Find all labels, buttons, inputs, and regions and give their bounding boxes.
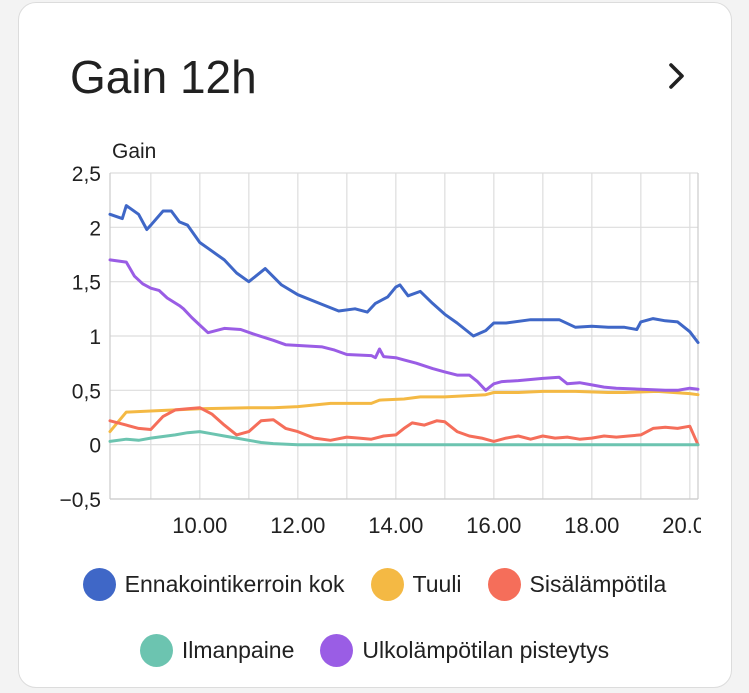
legend-color-dot: [82, 568, 116, 601]
x-tick-label: 14.00: [368, 513, 423, 538]
series-line: [108, 204, 700, 344]
series-line: [108, 430, 700, 447]
y-axis: −0,5 0 0,5 1 1,5 2 2,5: [60, 163, 101, 512]
series-line: [108, 389, 700, 434]
chart-grid: [109, 172, 699, 500]
legend-label: Sisälämpötila: [529, 571, 667, 597]
x-tick-label: 16.00: [466, 513, 521, 538]
y-axis-label: Gain: [112, 140, 156, 163]
y-tick-label: −0,5: [60, 489, 101, 512]
legend-color-dot: [139, 634, 173, 667]
card-title: Gain 12h: [70, 51, 257, 103]
y-tick-label: 1,5: [72, 272, 101, 295]
legend-label: Ilmanpaine: [181, 637, 295, 663]
chevron-right-icon[interactable]: [660, 58, 696, 94]
legend-item[interactable]: Sisälämpötila: [487, 568, 667, 601]
legend-item[interactable]: Ulkolämpötilan pisteytys: [320, 634, 609, 667]
legend-label: Tuuli: [412, 571, 462, 597]
x-tick-label: 20.00: [662, 513, 717, 538]
y-tick-label: 0,5: [72, 380, 101, 403]
chart-series: [108, 204, 700, 447]
legend-item[interactable]: Tuuli: [370, 568, 462, 601]
series-line: [108, 258, 700, 392]
legend-item[interactable]: Ennakointikerroin kok: [82, 568, 345, 601]
y-tick-label: 2,5: [72, 163, 101, 186]
legend-label: Ulkolämpötilan pisteytys: [362, 637, 610, 663]
legend-item[interactable]: Ilmanpaine: [139, 634, 295, 667]
y-tick-label: 1: [89, 326, 101, 349]
y-tick-label: 2: [89, 217, 101, 240]
legend-row-1: Ennakointikerroin kok Tuuli Sisälämpötila: [0, 568, 749, 601]
legend-color-dot: [370, 568, 404, 601]
x-tick-label: 18.00: [564, 513, 619, 538]
legend-label: Ennakointikerroin kok: [124, 571, 345, 597]
legend-row-2: Ilmanpaine Ulkolämpötilan pisteytys: [0, 634, 749, 667]
x-tick-label: 10.00: [172, 513, 227, 538]
legend-color-dot: [487, 568, 521, 601]
legend-color-dot: [320, 634, 354, 667]
series-line: [108, 406, 700, 447]
x-tick-label: 12.00: [270, 513, 325, 538]
y-tick-label: 0: [89, 435, 101, 458]
x-axis: 10.00 12.00 14.00 16.00 18.00 20.00: [172, 513, 717, 538]
